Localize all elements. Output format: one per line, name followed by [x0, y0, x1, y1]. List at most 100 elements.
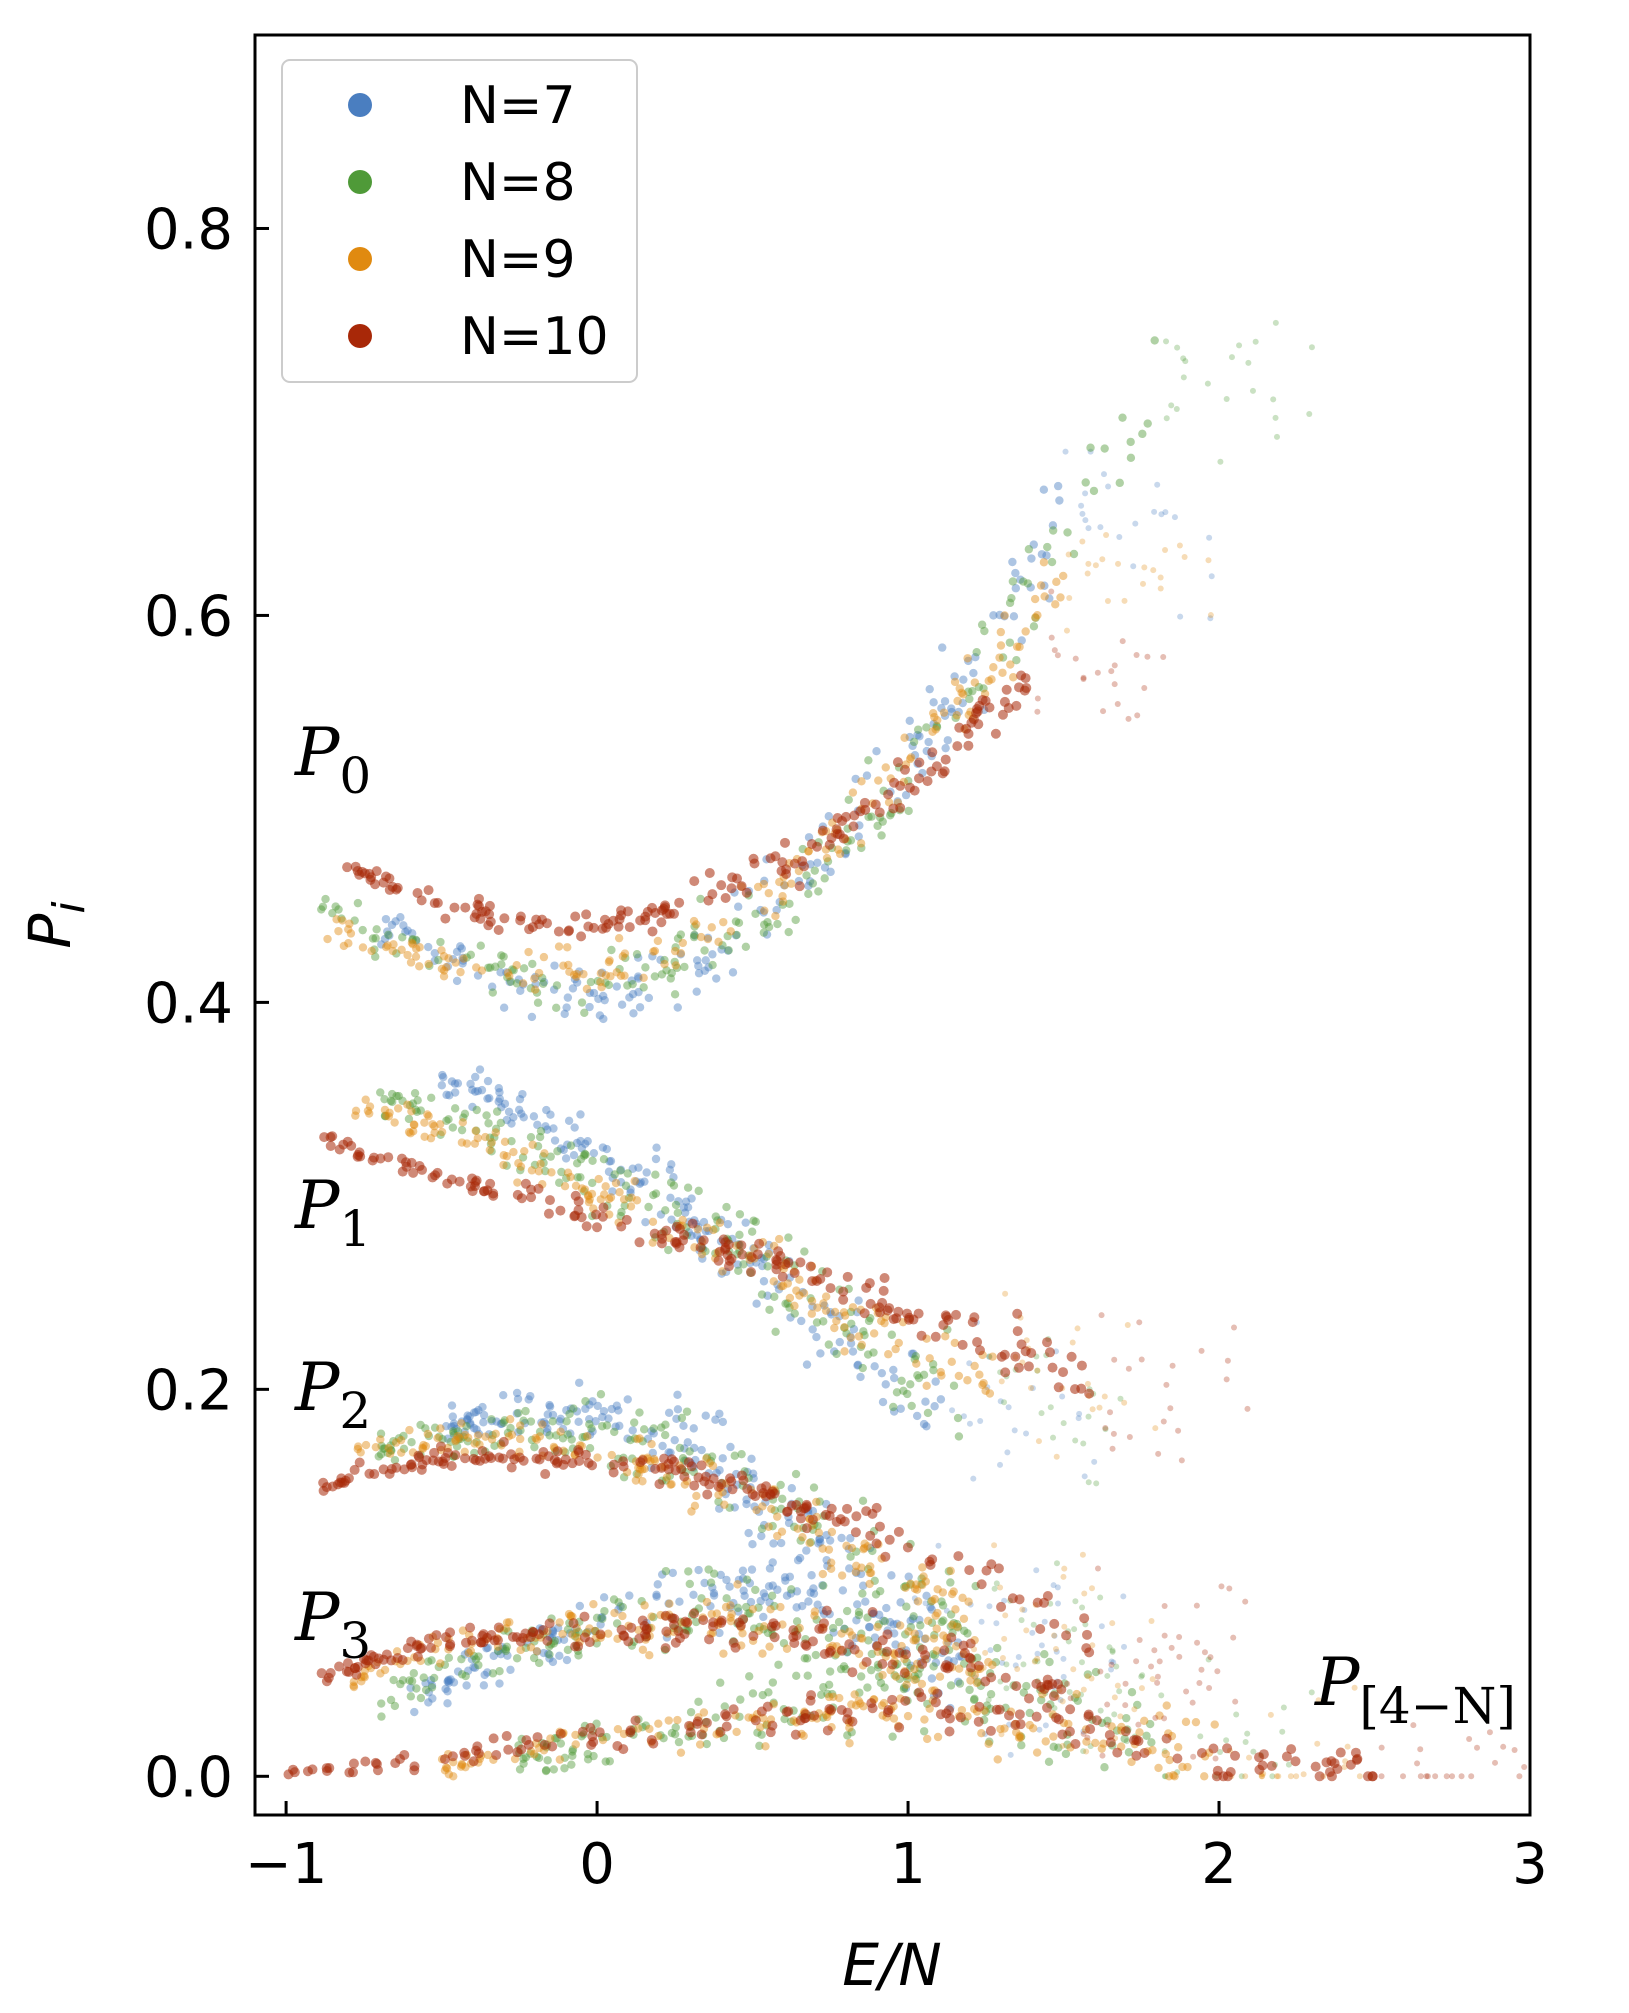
data-point: [744, 1528, 753, 1538]
data-point: [587, 1424, 596, 1433]
data-point: [1085, 560, 1092, 567]
data-point: [1056, 1684, 1067, 1695]
data-point: [832, 1349, 841, 1359]
data-point: [619, 1195, 629, 1204]
data-point: [608, 915, 619, 926]
data-point: [917, 1658, 928, 1669]
data-point: [704, 1634, 715, 1645]
data-point: [1057, 1697, 1064, 1704]
data-point: [616, 1221, 627, 1232]
data-point: [954, 1677, 963, 1686]
data-point: [436, 937, 445, 947]
data-point: [1013, 1362, 1024, 1373]
data-point: [1024, 545, 1034, 554]
data-point: [585, 1400, 594, 1409]
data-point: [985, 1389, 995, 1398]
data-point: [550, 961, 559, 970]
data-point: [913, 725, 923, 734]
data-point: [1157, 574, 1164, 581]
data-point: [930, 1331, 941, 1342]
data-point: [388, 1097, 397, 1107]
data-point: [650, 1456, 660, 1466]
data-point: [1012, 1728, 1021, 1737]
data-point: [565, 1629, 575, 1638]
data-point: [1088, 1675, 1095, 1682]
data-point: [479, 1681, 489, 1690]
data-point: [922, 776, 933, 787]
data-point: [860, 804, 871, 815]
data-point: [363, 1106, 373, 1116]
data-point: [334, 1144, 345, 1155]
data-point: [456, 1434, 465, 1444]
data-point: [840, 1347, 849, 1356]
data-point: [848, 821, 859, 832]
data-point: [1161, 1749, 1170, 1759]
data-point: [1004, 1710, 1015, 1721]
data-point: [1121, 597, 1128, 604]
data-point: [526, 1192, 537, 1203]
data-point: [378, 877, 389, 888]
data-point: [770, 1601, 779, 1611]
data-point: [691, 1617, 701, 1627]
data-point: [687, 1231, 696, 1240]
data-point: [544, 1195, 555, 1206]
data-point: [903, 1711, 913, 1721]
data-point: [910, 1671, 919, 1681]
data-point: [849, 1325, 859, 1334]
data-point: [563, 943, 572, 952]
data-point: [573, 1173, 582, 1182]
data-point: [933, 1585, 942, 1594]
data-point: [493, 1622, 504, 1633]
data-point: [1417, 1746, 1424, 1753]
data-point: [1000, 611, 1009, 620]
data-point: [378, 1654, 389, 1665]
data-point: [577, 998, 587, 1007]
data-point: [622, 906, 633, 917]
data-point: [415, 943, 424, 952]
data-point: [598, 1202, 609, 1213]
data-point: [1486, 1729, 1493, 1736]
data-point: [734, 1607, 743, 1616]
data-point: [503, 1651, 512, 1660]
data-point: [530, 1160, 540, 1170]
data-point: [564, 1116, 574, 1125]
annotation-p4n: P[4−N]: [1314, 1644, 1516, 1735]
data-point: [1134, 712, 1141, 719]
data-point: [548, 1626, 557, 1635]
data-point: [845, 1627, 854, 1636]
data-point: [733, 1580, 742, 1589]
data-point: [669, 1181, 679, 1190]
data-point: [453, 1432, 462, 1441]
data-point: [818, 1581, 827, 1590]
annotation-p0-main: P: [294, 714, 341, 791]
data-point: [747, 1227, 757, 1236]
data-point: [408, 1127, 418, 1136]
data-point: [809, 1589, 819, 1598]
data-point: [779, 881, 789, 890]
data-point: [1287, 1773, 1294, 1780]
data-point: [618, 1630, 629, 1641]
data-point: [953, 1623, 963, 1632]
data-point: [615, 964, 624, 974]
data-point: [571, 1730, 580, 1740]
data-point: [968, 686, 977, 696]
data-point: [1378, 1773, 1385, 1780]
data-point: [1175, 1427, 1182, 1434]
data-point: [447, 1077, 457, 1086]
data-point: [820, 874, 829, 883]
data-point: [787, 1585, 796, 1594]
data-point: [601, 922, 612, 933]
data-point: [1082, 490, 1089, 497]
data-point: [736, 1240, 747, 1251]
data-point: [665, 1165, 675, 1175]
data-point: [1208, 1743, 1219, 1754]
data-point: [399, 1431, 408, 1441]
data-point: [735, 1230, 744, 1240]
data-point: [806, 1588, 815, 1597]
data-point: [1087, 1743, 1094, 1750]
data-point: [562, 1406, 571, 1415]
data-point: [809, 1483, 819, 1492]
data-point: [878, 1397, 888, 1407]
data-point: [453, 1667, 463, 1676]
data-point: [734, 1575, 744, 1585]
